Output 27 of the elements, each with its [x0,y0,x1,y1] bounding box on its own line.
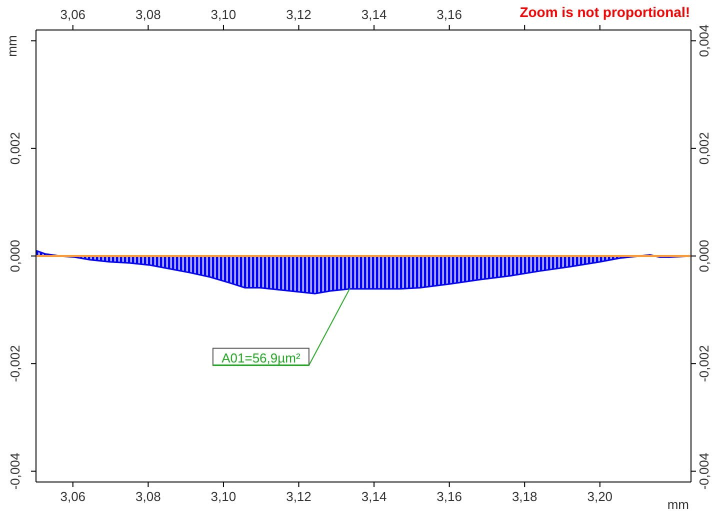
y2-tick-label: 0,000 [696,240,712,272]
x-tick-label: 3,14 [361,489,387,504]
x-tick-label: 3,08 [136,489,161,504]
x-tick-label: 3,18 [512,489,538,504]
x2-tick-label: 3,16 [436,7,462,22]
y2-tick-label: -0,002 [696,345,712,382]
y2-tick-label: 0,002 [696,132,712,165]
x2-tick-label: 3,06 [60,7,86,22]
x2-tick-label: 3,12 [286,7,312,22]
y2-tick-label: 0,004 [696,24,712,58]
x2-tick-label: 3,10 [210,7,236,22]
annotation: A01=56,9µm² [222,350,301,366]
y-tick-label: 0,002 [8,132,22,165]
text: Zoom is not proportional! [520,4,690,20]
y-tick-label: -0,004 [8,452,22,490]
y2-tick-label: -0,004 [696,452,712,490]
y-axis-title: mm [4,35,20,57]
y-tick-label: -0,002 [8,345,22,382]
x-axis-title: mm [667,497,689,511]
y-tick-label: 0,000 [8,240,22,272]
x-tick-label: 3,06 [60,489,86,504]
x-tick-label: 3,10 [210,489,236,504]
x2-tick-label: 3,14 [361,7,387,22]
x-tick-label: 3,16 [436,489,462,504]
x-tick-label: 3,12 [286,489,312,504]
x-tick-label: 3,20 [587,489,613,504]
x2-tick-label: 3,08 [136,7,161,22]
